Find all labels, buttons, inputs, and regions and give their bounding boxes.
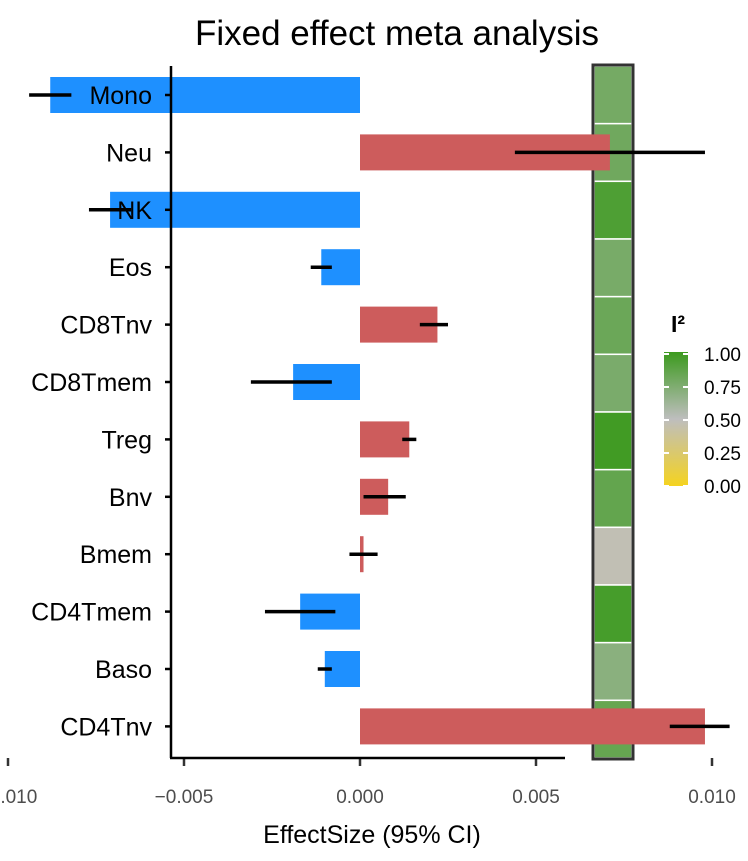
x-tick-label: 0.000 (336, 787, 384, 808)
category-labels: Mono Neu NK Eos CD8Tnv CD8Tmem Treg Bnv Bmem CD4T… (31, 82, 171, 741)
i2-cell-mono (593, 65, 633, 125)
bar-cd4tnv (360, 708, 705, 745)
legend-label: 1.00 (704, 345, 741, 366)
category-label-cd8tmem: CD8Tmem (31, 369, 152, 397)
category-label-eos: Eos (109, 254, 152, 282)
category-label-nk: NK (117, 197, 152, 225)
x-axis-title: EffectSize (95% CI) (263, 821, 481, 849)
category-label-treg: Treg (102, 426, 152, 454)
legend-label: 0.25 (704, 444, 741, 465)
error-bars (29, 93, 730, 729)
category-label-cd4tmem: CD4Tmem (31, 599, 152, 627)
i2-heatmap-frame (591, 63, 635, 761)
x-tick-label: −0.005 (155, 787, 214, 808)
i2-cell-nk (593, 180, 633, 240)
i2-heatmap (591, 63, 635, 761)
category-label-mono: Mono (89, 82, 152, 110)
i2-cell-bmem (593, 526, 633, 586)
chart-title: Fixed effect meta analysis (195, 14, 599, 53)
legend-title: I² (671, 311, 685, 337)
x-tick-label: 0.005 (512, 787, 560, 808)
category-label-neu: Neu (106, 139, 152, 167)
legend-ticks: 1.00 0.75 0.50 0.25 0.00 (664, 345, 741, 498)
i2-cell-eos (593, 238, 633, 298)
bar-treg (360, 421, 410, 458)
category-label-cd8tnv: CD8Tnv (60, 312, 152, 340)
i2-cell-cd8tnv (593, 295, 633, 356)
i2-cell-treg (593, 411, 633, 471)
i2-cell-cd8tmem (593, 353, 633, 413)
bar-nk (110, 191, 360, 228)
i2-cell-baso (593, 641, 633, 702)
i2-cell-cd4tmem (593, 584, 633, 644)
category-label-bmem: Bmem (80, 541, 152, 569)
bars (50, 77, 705, 745)
x-axis: −0.010 −0.005 0.000 0.005 0.010 (0, 758, 736, 808)
legend-label: 0.00 (704, 477, 741, 498)
legend-label: 0.75 (704, 378, 741, 399)
bar-mono (50, 77, 361, 113)
x-tick-label: −0.010 (0, 787, 37, 808)
i2-cell-bnv (593, 468, 633, 529)
category-label-bnv: Bnv (109, 484, 153, 512)
category-label-cd4tnv: CD4Tnv (60, 713, 152, 741)
legend-label: 0.50 (704, 411, 741, 432)
category-label-baso: Baso (95, 656, 152, 684)
x-tick-label: 0.010 (688, 787, 736, 808)
legend: I² 1.00 0.75 0.50 0.25 0.00 (664, 311, 741, 498)
